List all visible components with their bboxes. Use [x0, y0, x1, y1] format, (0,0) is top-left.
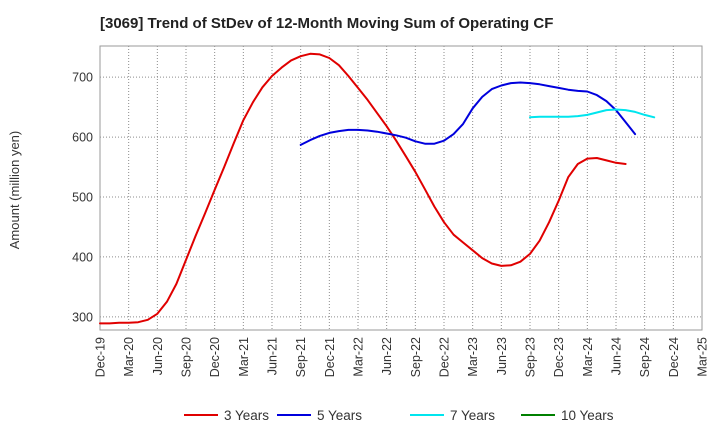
x-tick-label: Mar-23: [466, 337, 480, 377]
x-tick-label: Mar-24: [581, 337, 595, 377]
chart-title: [3069] Trend of StDev of 12-Month Moving…: [100, 15, 553, 32]
x-tick-label: Dec-23: [552, 337, 566, 377]
x-tick-label: Mar-21: [237, 337, 251, 377]
y-tick-label: 500: [72, 190, 93, 204]
y-tick-label: 700: [72, 71, 93, 85]
y-tick-label: 600: [72, 131, 93, 145]
x-tick-label: Mar-25: [696, 337, 710, 377]
plot-frame: [99, 45, 703, 331]
x-tick-label: Jun-21: [266, 337, 280, 375]
legend-label-5-years: 5 Years: [317, 408, 362, 423]
series-line-7-years: [529, 108, 656, 119]
x-tick-label: Sep-20: [180, 337, 194, 377]
y-ticks: 300 400 500 600 700: [72, 71, 93, 325]
y-tick-label: 300: [72, 310, 93, 324]
series-lines: [99, 52, 656, 325]
x-tick-label: Jun-20: [151, 337, 165, 375]
legend-label-3-years: 3 Years: [224, 408, 269, 423]
x-tick-label: Sep-21: [294, 337, 308, 377]
x-tick-label: Jun-23: [495, 337, 509, 375]
legend: 3 Years 5 Years 7 Years 10 Years: [184, 408, 614, 423]
x-tick-label: Jun-24: [610, 337, 624, 375]
x-ticks: Dec-19 Mar-20 Jun-20 Sep-20 Dec-20 Mar-21 Jun-…: [94, 337, 710, 377]
series-line-5-years: [299, 81, 637, 146]
legend-label-10-years: 10 Years: [561, 408, 614, 423]
x-tick-label: Dec-20: [208, 337, 222, 377]
x-tick-label: Dec-22: [438, 337, 452, 377]
x-tick-label: Dec-24: [667, 337, 681, 377]
x-tick-label: Mar-20: [122, 337, 136, 377]
series-line-3-years: [99, 52, 627, 325]
x-tick-label: Sep-23: [524, 337, 538, 377]
legend-label-7-years: 7 Years: [450, 408, 495, 423]
x-tick-label: Dec-19: [94, 337, 108, 377]
y-axis-label: Amount (million yen): [7, 131, 22, 250]
x-tick-label: Mar-22: [352, 337, 366, 377]
plot-grid: [100, 46, 702, 330]
y-tick-label: 400: [72, 250, 93, 264]
x-tick-label: Jun-22: [380, 337, 394, 375]
x-tick-label: Sep-24: [638, 337, 652, 377]
x-tick-label: Sep-22: [409, 337, 423, 377]
x-tick-label: Dec-21: [323, 337, 337, 377]
